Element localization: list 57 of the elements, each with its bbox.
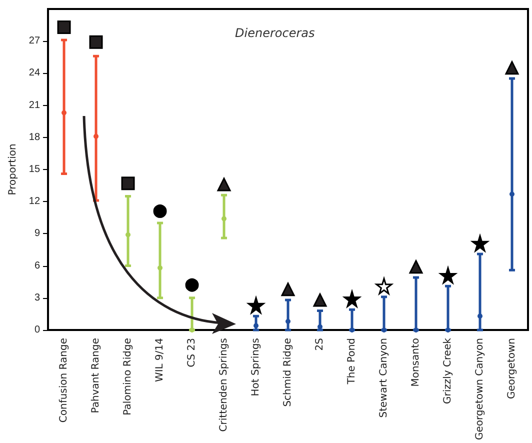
point [248, 297, 264, 314]
x-tick-label: Crittenden Springs [218, 338, 230, 432]
y-tick-label: 24 [28, 68, 40, 79]
y-tick-label: 15 [28, 164, 40, 175]
point [57, 20, 71, 34]
x-tick-label: The Pond [346, 338, 358, 386]
point [472, 235, 488, 252]
point [318, 324, 323, 330]
x-tick-label: Monsanto [410, 338, 422, 387]
point [281, 282, 295, 296]
x-tick-label: Stewart Canyon [378, 338, 390, 418]
point [94, 134, 99, 139]
point [414, 327, 419, 332]
y-tick-label: 27 [28, 36, 40, 47]
point [62, 110, 67, 116]
x-tick-label: Palomino Ridge [122, 338, 134, 416]
point [440, 267, 456, 284]
point [344, 290, 360, 308]
y-tick-label: 12 [28, 196, 40, 208]
point [158, 265, 163, 270]
point [409, 260, 423, 274]
point [89, 35, 103, 49]
x-tick-label: Hot Springs [250, 338, 262, 396]
y-tick-label: 0 [34, 324, 40, 336]
point [505, 61, 519, 75]
point [217, 178, 231, 192]
y-axis-title: Proportion [8, 144, 18, 196]
y-tick-label: 6 [34, 260, 40, 272]
x-tick-label: Grizzly Creek [442, 338, 454, 404]
y-tick-label: 21 [28, 100, 40, 111]
point [126, 232, 131, 238]
y-tick-label: 9 [34, 228, 40, 240]
x-tick-label: Schmid Ridge [282, 338, 294, 407]
point [190, 327, 195, 332]
x-tick-label: Pahvant Range [90, 338, 102, 414]
point [350, 327, 355, 332]
point [446, 327, 451, 332]
point [313, 293, 327, 307]
x-tick-label: Confusion Range [58, 338, 70, 423]
point [153, 204, 167, 218]
point [121, 176, 135, 190]
x-tick-label: Georgetown [506, 338, 518, 400]
point [382, 327, 387, 332]
x-tick-label: 2S [314, 338, 326, 351]
x-tick-label: Georgetown Canyon [474, 338, 486, 440]
x-tick-label: CS 23 [186, 338, 198, 368]
y-tick-label: 18 [28, 132, 40, 143]
point [185, 278, 199, 292]
point [510, 192, 514, 197]
x-tick-label: WIL 9/14 [154, 338, 166, 382]
y-tick-label: 3 [34, 292, 40, 304]
point [222, 216, 227, 222]
point [376, 278, 392, 294]
text: Dieneroceras [235, 26, 315, 40]
point [254, 323, 259, 328]
point [286, 318, 291, 324]
point [478, 314, 482, 319]
